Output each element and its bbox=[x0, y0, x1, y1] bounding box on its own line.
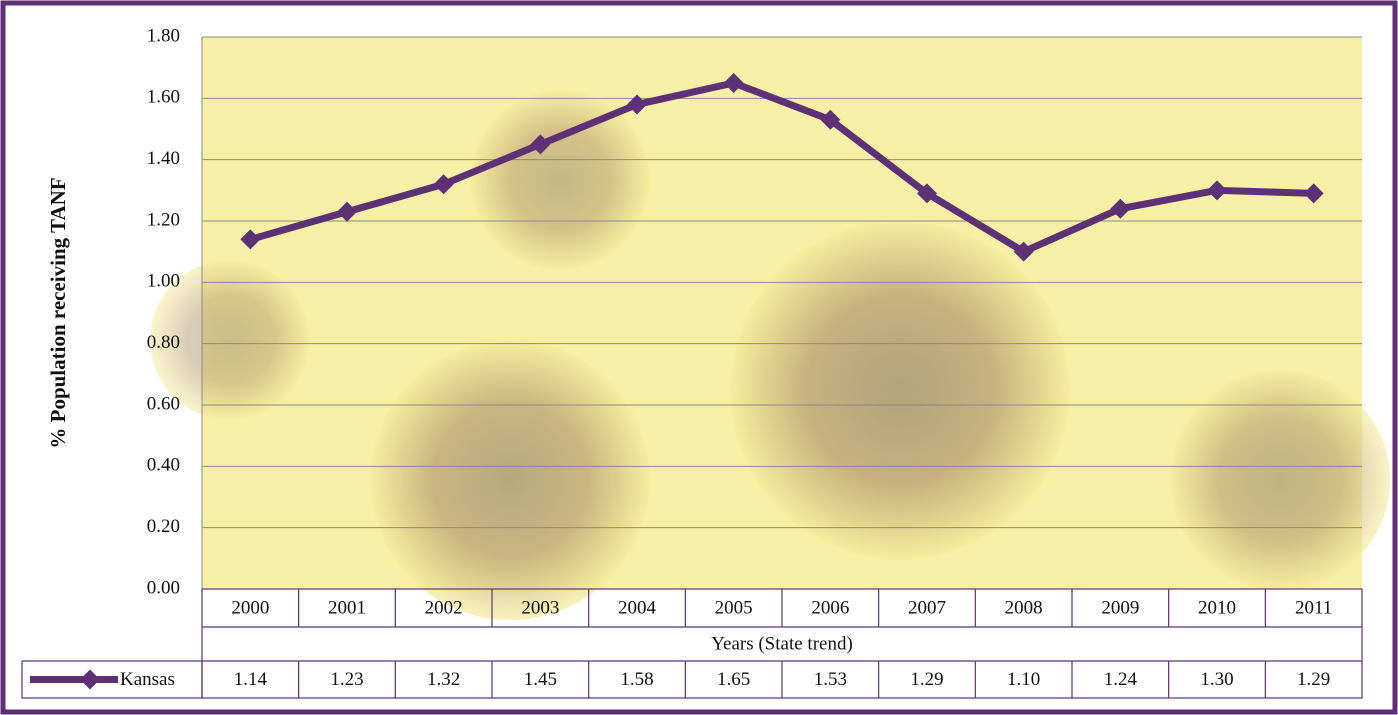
x-tick-label: 2001 bbox=[328, 597, 366, 618]
table-value: 1.29 bbox=[1297, 669, 1330, 690]
y-tick-label: 0.60 bbox=[147, 393, 180, 414]
table-value: 1.14 bbox=[234, 669, 268, 690]
chart: % Population receiving TANF 0.00 0.20 0.40… bbox=[0, 0, 1398, 715]
x-tick-label: 2004 bbox=[618, 597, 657, 618]
x-tick-label: 2005 bbox=[715, 597, 753, 618]
x-tick-label: 2011 bbox=[1295, 597, 1332, 618]
x-tick-label: 2006 bbox=[811, 597, 849, 618]
x-tick-label: 2000 bbox=[231, 597, 269, 618]
x-tick-label: 2003 bbox=[521, 597, 559, 618]
y-axis-title: % Population receiving TANF bbox=[46, 177, 70, 448]
plot-background bbox=[150, 37, 1390, 620]
table-value: 1.23 bbox=[330, 669, 363, 690]
y-tick-label: 0.20 bbox=[147, 516, 180, 537]
y-tick-label: 0.40 bbox=[147, 455, 180, 476]
legend-label: Kansas bbox=[120, 669, 175, 690]
table-value: 1.29 bbox=[910, 669, 943, 690]
x-axis-title: Years (State trend) bbox=[711, 633, 853, 654]
table-value: 1.10 bbox=[1007, 669, 1040, 690]
x-tick-label: 2002 bbox=[425, 597, 463, 618]
table-value: 1.32 bbox=[427, 669, 460, 690]
y-tick-label: 1.00 bbox=[147, 271, 180, 292]
x-tick-label: 2008 bbox=[1005, 597, 1043, 618]
y-tick-label: 0.80 bbox=[147, 332, 180, 353]
x-tick-label: 2007 bbox=[908, 597, 946, 618]
y-tick-label: 1.40 bbox=[147, 148, 180, 169]
x-tick-label: 2010 bbox=[1198, 597, 1236, 618]
table-value: 1.24 bbox=[1104, 669, 1138, 690]
y-tick-label: 0.00 bbox=[147, 577, 180, 598]
table-value: 1.45 bbox=[524, 669, 557, 690]
y-tick-label: 1.60 bbox=[147, 87, 180, 108]
y-tick-label: 1.20 bbox=[147, 209, 180, 230]
table-value: 1.30 bbox=[1200, 669, 1233, 690]
table-value: 1.65 bbox=[717, 669, 750, 690]
table-value: 1.53 bbox=[814, 669, 847, 690]
table-value: 1.58 bbox=[620, 669, 653, 690]
y-tick-label: 1.80 bbox=[147, 25, 180, 46]
x-tick-label: 2009 bbox=[1101, 597, 1139, 618]
